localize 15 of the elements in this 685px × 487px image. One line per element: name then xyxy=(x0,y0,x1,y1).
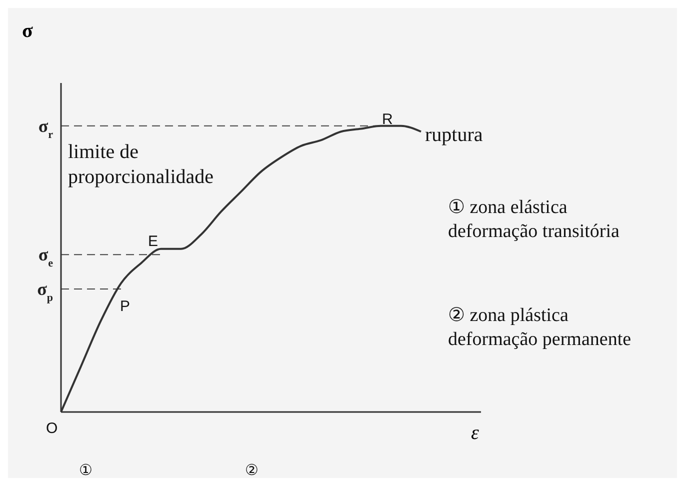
annotation: ① zona elástica deformação transitória xyxy=(448,196,620,244)
x-axis-title: ε xyxy=(471,422,479,445)
ref-line-label: σ$_{r}$ xyxy=(38,116,54,141)
annotation: ② zona plástica deformação permanente xyxy=(448,304,632,352)
y-axis-title: σ xyxy=(22,20,33,43)
ref-line-label: σ$_{p}$ xyxy=(37,278,53,304)
annotation: ruptura xyxy=(425,123,484,148)
annotation: P xyxy=(120,298,132,317)
text: ① xyxy=(79,462,93,481)
ref-line-label: σ$_{e}$ xyxy=(38,244,54,270)
annotation: limite de proporcionalidade xyxy=(68,140,214,190)
text: ② xyxy=(245,462,259,481)
annotation: R xyxy=(382,111,394,130)
text: O xyxy=(46,420,59,439)
annotation: E xyxy=(148,233,160,252)
